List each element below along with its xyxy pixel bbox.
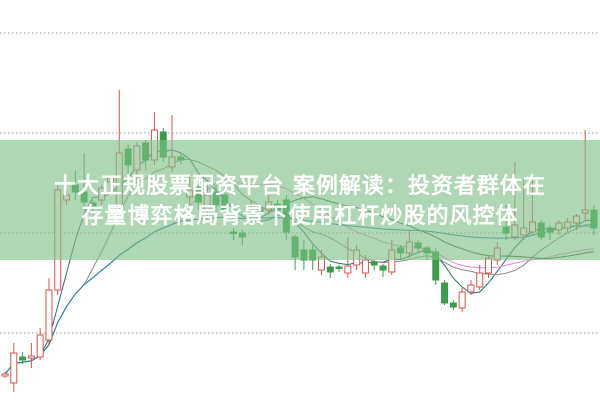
candle-body <box>441 282 449 304</box>
candle-body <box>485 257 493 274</box>
candle-body <box>458 291 466 309</box>
candle-body <box>19 356 27 361</box>
candle-body <box>476 272 484 288</box>
title-line-1: 十大正规股票配资平台 案例解读：投资者群体在 <box>54 174 546 199</box>
candle-body <box>45 289 53 341</box>
candle-body <box>344 265 352 274</box>
candle-body <box>449 302 457 308</box>
candle-body <box>27 355 35 359</box>
candle-body <box>10 352 18 384</box>
candle-body <box>370 261 378 266</box>
candle-body <box>326 266 334 273</box>
candle-body <box>36 334 44 358</box>
candle-body <box>361 259 369 274</box>
candle-body <box>1 373 9 377</box>
candle-body <box>379 265 387 271</box>
title-line-2: 存量博弈格局背景下使用杠杆炒股的风控体 <box>81 204 519 229</box>
candle-body <box>467 284 475 293</box>
candle-body <box>335 266 343 269</box>
title-banner <box>0 140 600 260</box>
